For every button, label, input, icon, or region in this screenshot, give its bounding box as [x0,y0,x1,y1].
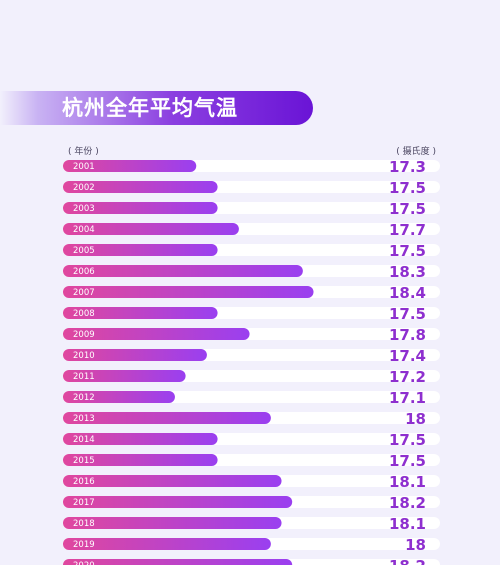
value-label-2013: 18 [405,410,426,428]
bar-2016 [63,475,282,487]
year-label-2018: 2018 [73,519,95,529]
value-label-2007: 18.4 [389,284,426,302]
value-label-2006: 18.3 [389,263,426,281]
value-label-2004: 17.7 [389,221,426,239]
year-label-2015: 2015 [73,456,95,466]
value-label-2014: 17.5 [389,431,426,449]
value-label-2019: 18 [405,536,426,554]
value-label-2016: 18.1 [389,473,426,491]
bar-2007 [63,286,314,298]
unit-axis-label: ( 摄氏度 ) [396,147,436,157]
year-label-2011: 2011 [73,372,95,382]
bar-2011 [63,370,186,382]
year-label-2001: 2001 [73,162,95,172]
bar-2008 [63,307,218,319]
bar-2003 [63,202,218,214]
bar-2001 [63,160,197,172]
year-label-2009: 2009 [73,330,95,340]
year-axis-label: ( 年份 ) [68,147,99,157]
value-label-2002: 17.5 [389,179,426,197]
year-label-2014: 2014 [73,435,95,445]
year-label-2012: 2012 [73,393,95,403]
bar-2004 [63,223,239,235]
year-label-2002: 2002 [73,183,95,193]
bar-2015 [63,454,218,466]
year-label-2004: 2004 [73,225,95,235]
year-label-2006: 2006 [73,267,95,277]
value-label-2012: 17.1 [389,389,426,407]
bar-2013 [63,412,271,424]
year-label-2019: 2019 [73,540,95,550]
value-label-2009: 17.8 [389,326,426,344]
value-label-2015: 17.5 [389,452,426,470]
value-label-2005: 17.5 [389,242,426,260]
bar-2002 [63,181,218,193]
year-label-2003: 2003 [73,204,95,214]
title-banner [0,91,313,125]
value-label-2018: 18.1 [389,515,426,533]
bar-2014 [63,433,218,445]
bar-2020 [63,559,293,565]
bar-2019 [63,538,271,550]
year-label-2005: 2005 [73,246,95,256]
bar-2012 [63,391,175,403]
value-label-2001: 17.3 [389,158,426,176]
value-label-2003: 17.5 [389,200,426,218]
value-label-2008: 17.5 [389,305,426,323]
year-label-2007: 2007 [73,288,95,298]
bar-2017 [63,496,293,508]
value-label-2020: 18.2 [389,557,426,565]
year-label-2013: 2013 [73,414,95,424]
year-label-2017: 2017 [73,498,95,508]
bar-2009 [63,328,250,340]
value-label-2010: 17.4 [389,347,426,365]
bar-2005 [63,244,218,256]
value-label-2011: 17.2 [389,368,426,386]
year-label-2020: 2020 [73,561,95,565]
chart-title: 杭州全年平均气温 [62,96,238,120]
bar-2018 [63,517,282,529]
year-label-2008: 2008 [73,309,95,319]
bar-2006 [63,265,303,277]
year-label-2010: 2010 [73,351,95,361]
value-label-2017: 18.2 [389,494,426,512]
bar-2010 [63,349,207,361]
year-label-2016: 2016 [73,477,95,487]
